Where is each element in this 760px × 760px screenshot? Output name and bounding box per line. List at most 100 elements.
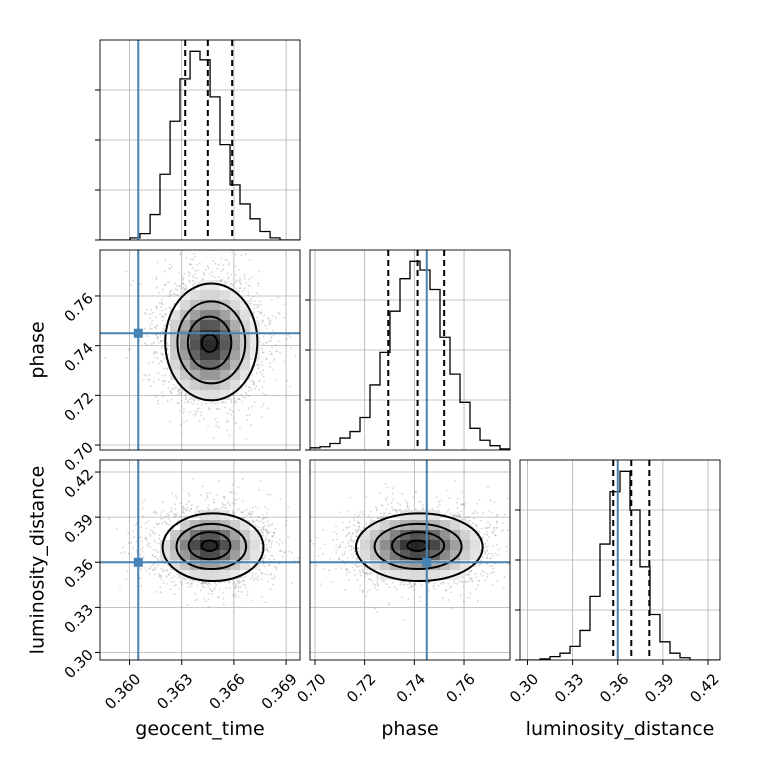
scatter-point (130, 284, 133, 286)
scatter-point (354, 574, 357, 576)
scatter-point (192, 402, 195, 405)
scatter-point (261, 364, 264, 367)
scatter-point (264, 393, 266, 396)
scatter-point (155, 351, 158, 353)
scatter-point (253, 304, 256, 306)
scatter-point (146, 344, 149, 346)
scatter-point (260, 416, 263, 418)
scatter-point (232, 583, 235, 585)
scatter-point (272, 535, 274, 538)
scatter-point (471, 579, 473, 582)
scatter-point (250, 276, 253, 278)
scatter-point (158, 362, 160, 365)
scatter-point (224, 504, 227, 506)
scatter-point (171, 387, 174, 389)
scatter-point (278, 312, 281, 315)
scatter-point (167, 512, 169, 515)
scatter-point (135, 540, 138, 543)
scatter-point (266, 573, 269, 576)
density-cell (240, 560, 250, 570)
scatter-point (195, 277, 198, 279)
scatter-point (465, 574, 468, 576)
density-cell (210, 330, 220, 340)
scatter-point (165, 575, 168, 578)
density-cell (230, 530, 240, 540)
scatter-point (351, 539, 353, 542)
scatter-point (185, 582, 188, 585)
density-cell (230, 300, 240, 310)
scatter-point (220, 280, 223, 283)
density-cell (200, 550, 210, 560)
scatter-point (255, 519, 258, 522)
scatter-point (486, 531, 489, 533)
scatter-point (159, 591, 162, 594)
scatter-point (213, 244, 215, 246)
scatter-point (189, 579, 192, 582)
scatter-point (267, 529, 269, 532)
scatter-point (271, 335, 273, 338)
scatter-point (215, 424, 218, 427)
scatter-point (358, 525, 361, 528)
scatter-point (275, 350, 278, 353)
y-tick-label: 0.30 (61, 646, 97, 682)
scatter-point (201, 485, 204, 488)
density-cell (370, 560, 380, 570)
scatter-point (339, 545, 342, 548)
scatter-point (261, 321, 263, 324)
scatter-point (433, 584, 435, 587)
scatter-point (262, 320, 264, 323)
scatter-point (456, 497, 459, 500)
scatter-point (133, 536, 136, 538)
scatter-point (464, 503, 467, 505)
scatter-point (235, 583, 238, 585)
scatter-point (266, 549, 269, 552)
scatter-point (204, 582, 207, 585)
contour-level-4 (200, 333, 219, 353)
x-axis-label-phase: phase (381, 718, 438, 740)
scatter-point (491, 530, 494, 533)
scatter-point (250, 389, 252, 391)
scatter-point (460, 510, 462, 513)
scatter-point (363, 572, 366, 575)
scatter-point (268, 538, 271, 541)
scatter-point (495, 515, 498, 518)
scatter-point (240, 254, 243, 257)
scatter-point (264, 324, 267, 327)
density-cell (450, 520, 460, 530)
scatter-point (182, 277, 185, 280)
scatter-point (160, 514, 162, 516)
density-cell (410, 520, 420, 530)
scatter-point (230, 283, 233, 285)
scatter-point (447, 508, 450, 511)
scatter-point (404, 500, 407, 502)
scatter-point (139, 283, 142, 285)
y-tick-label: 0.72 (61, 389, 97, 425)
scatter-point (195, 413, 197, 416)
scatter-point (228, 581, 231, 583)
scatter-point (237, 595, 240, 598)
scatter-point (252, 380, 255, 383)
scatter-point (221, 506, 223, 509)
scatter-point (350, 548, 352, 551)
scatter-point (246, 414, 249, 417)
density-cell (200, 290, 210, 300)
scatter-point (419, 596, 422, 598)
scatter-point (154, 555, 157, 558)
scatter-point (170, 580, 173, 583)
scatter-point (461, 503, 464, 505)
scatter-point (242, 517, 245, 519)
scatter-point (245, 383, 247, 386)
scatter-point (156, 394, 159, 397)
scatter-point (265, 245, 267, 247)
scatter-point (163, 520, 166, 523)
scatter-point (166, 523, 169, 526)
scatter-point (257, 310, 260, 313)
scatter-point (224, 506, 227, 509)
scatter-point (243, 583, 245, 586)
scatter-point (160, 340, 162, 342)
scatter-point (375, 508, 378, 510)
scatter-point (482, 536, 484, 539)
scatter-point (386, 496, 388, 499)
density-cell (230, 340, 240, 350)
density-cell (200, 350, 210, 360)
